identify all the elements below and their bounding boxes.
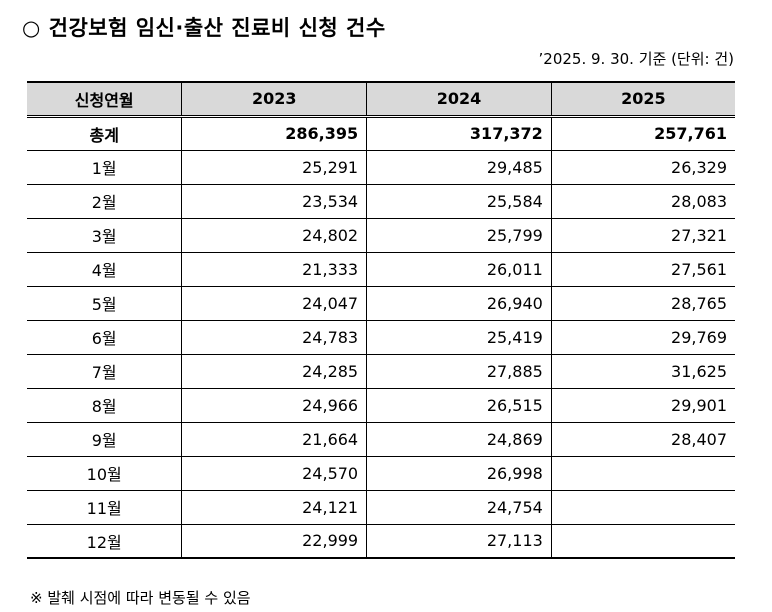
cell: 286,395 <box>181 116 368 151</box>
cell: 28,083 <box>550 184 735 219</box>
empty-cell <box>550 456 735 491</box>
cell: 29,485 <box>366 150 552 185</box>
cell: 26,940 <box>366 286 552 321</box>
cell: 24,285 <box>181 354 368 389</box>
row-label: 5월 <box>27 286 183 321</box>
table-head: 신청연월 2023 2024 2025 <box>27 81 735 118</box>
row-label: 1월 <box>27 150 183 185</box>
cell: 26,011 <box>366 252 552 287</box>
table-row: 1월 25,291 29,485 26,329 <box>27 150 735 185</box>
table-row: 5월 24,047 26,940 28,765 <box>27 286 735 321</box>
cell: 28,407 <box>550 422 735 457</box>
table-row: 4월 21,333 26,011 27,561 <box>27 252 735 287</box>
header-cell: 2023 <box>181 81 368 118</box>
cell: 26,998 <box>366 456 552 491</box>
row-label: 9월 <box>27 422 183 457</box>
table-row: 12월 22,999 27,113 <box>27 524 735 559</box>
cell: 22,999 <box>181 524 368 559</box>
cell: 27,885 <box>366 354 552 389</box>
table-row: 8월 24,966 26,515 29,901 <box>27 388 735 423</box>
row-label: 12월 <box>27 524 183 559</box>
cell: 25,799 <box>366 218 552 253</box>
row-label: 3월 <box>27 218 183 253</box>
basis-note: ’2025. 9. 30. 기준 (단위: 건) <box>538 50 734 68</box>
table-row: 6월 24,783 25,419 29,769 <box>27 320 735 355</box>
empty-cell <box>550 524 735 559</box>
table-row: 11월 24,121 24,754 <box>27 490 735 525</box>
header-row: 신청연월 2023 2024 2025 <box>27 81 735 118</box>
row-label: 총계 <box>27 116 183 151</box>
title: ○ 건강보험 임신·출산 진료비 신청 건수 <box>22 16 386 40</box>
cell: 21,664 <box>181 422 368 457</box>
cell: 24,570 <box>181 456 368 491</box>
table-row: 7월 24,285 27,885 31,625 <box>27 354 735 389</box>
cell: 25,584 <box>366 184 552 219</box>
cell: 257,761 <box>550 116 735 151</box>
table-row: 10월 24,570 26,998 <box>27 456 735 491</box>
cell: 24,966 <box>181 388 368 423</box>
cell: 27,321 <box>550 218 735 253</box>
cell: 24,047 <box>181 286 368 321</box>
row-label: 6월 <box>27 320 183 355</box>
footnote: ※ 발췌 시점에 따라 변동될 수 있음 <box>30 589 251 607</box>
row-label: 2월 <box>27 184 183 219</box>
cell: 27,561 <box>550 252 735 287</box>
cell: 24,121 <box>181 490 368 525</box>
cell: 21,333 <box>181 252 368 287</box>
cell: 28,765 <box>550 286 735 321</box>
cell: 27,113 <box>366 524 552 559</box>
empty-cell <box>550 490 735 525</box>
cell: 31,625 <box>550 354 735 389</box>
cell: 317,372 <box>366 116 552 151</box>
cell: 26,515 <box>366 388 552 423</box>
cell: 24,869 <box>366 422 552 457</box>
cell: 25,419 <box>366 320 552 355</box>
cell: 29,901 <box>550 388 735 423</box>
cell: 23,534 <box>181 184 368 219</box>
cell: 25,291 <box>181 150 368 185</box>
header-cell: 신청연월 <box>27 81 183 118</box>
table-body: 총계 286,395 317,372 257,761 1월 25,291 29,485 26,… <box>27 116 735 559</box>
table-row: 2월 23,534 25,584 28,083 <box>27 184 735 219</box>
row-label: 4월 <box>27 252 183 287</box>
cell: 29,769 <box>550 320 735 355</box>
row-label: 8월 <box>27 388 183 423</box>
row-label: 11월 <box>27 490 183 525</box>
header-cell: 2024 <box>366 81 552 118</box>
cell: 24,783 <box>181 320 368 355</box>
header-cell: 2025 <box>550 81 735 118</box>
table-row: 총계 286,395 317,372 257,761 <box>27 116 735 151</box>
cell: 24,802 <box>181 218 368 253</box>
row-label: 7월 <box>27 354 183 389</box>
table-row: 9월 21,664 24,869 28,407 <box>27 422 735 457</box>
cell: 24,754 <box>366 490 552 525</box>
cell: 26,329 <box>550 150 735 185</box>
row-label: 10월 <box>27 456 183 491</box>
table-row: 3월 24,802 25,799 27,321 <box>27 218 735 253</box>
table: 신청연월 2023 2024 2025 총계 286,395 317,372 257,761… <box>27 81 735 559</box>
